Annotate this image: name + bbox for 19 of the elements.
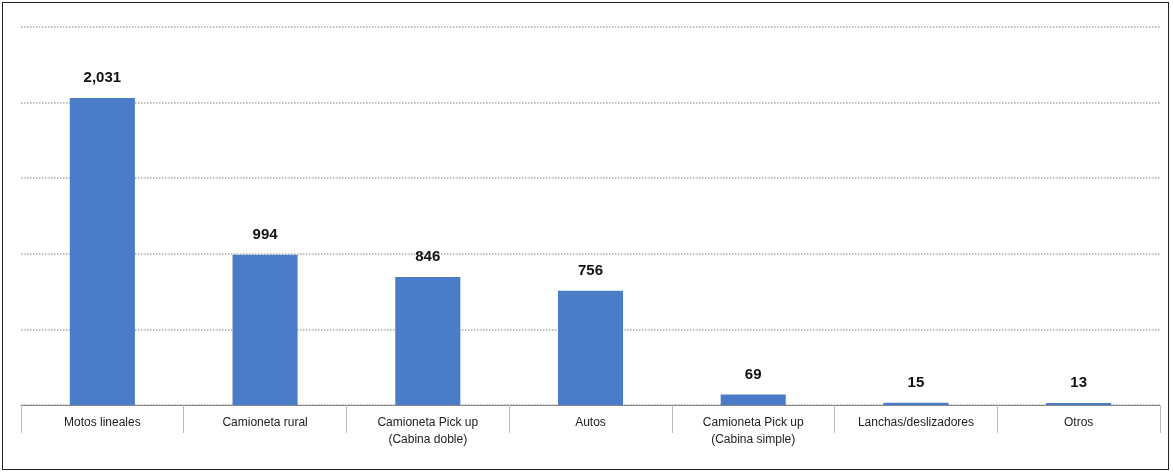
data-label: 69	[744, 364, 762, 382]
x-tick-label: Motos lineales	[64, 414, 141, 429]
x-tick-label: Camioneta Pick up (Cabina doble)	[377, 414, 479, 446]
x-tick-label: Autos	[575, 414, 606, 429]
bar	[232, 254, 298, 405]
x-tick-label: Camioneta Pick up (Cabina simple)	[702, 414, 804, 446]
bar	[557, 290, 624, 405]
data-label: 15	[907, 372, 925, 390]
data-label: 2,031	[83, 67, 122, 85]
data-label: 846	[415, 247, 441, 265]
bar	[395, 277, 461, 405]
x-tick-label: Otros	[1063, 414, 1094, 429]
x-tick-label: Lanchas/deslizadores	[857, 414, 974, 429]
data-label: 994	[252, 224, 279, 242]
x-tick-label: Camioneta rural	[222, 414, 308, 429]
bar	[720, 394, 786, 405]
bar	[69, 97, 135, 405]
data-label: 13	[1070, 373, 1087, 391]
data-label: 756	[577, 260, 604, 278]
